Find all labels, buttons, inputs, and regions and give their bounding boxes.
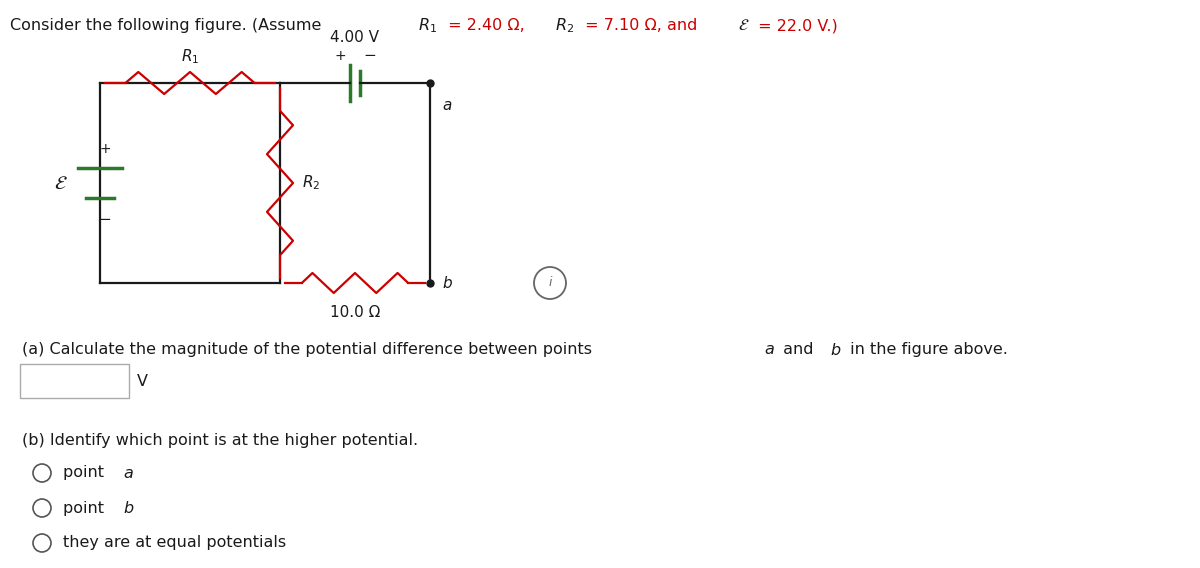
Text: −: − bbox=[364, 48, 377, 63]
Text: 10.0 Ω: 10.0 Ω bbox=[330, 305, 380, 320]
Text: and: and bbox=[778, 343, 818, 357]
Text: Consider the following figure. (Assume: Consider the following figure. (Assume bbox=[10, 19, 326, 34]
Text: = 2.40 Ω,: = 2.40 Ω, bbox=[443, 19, 530, 34]
Text: $R_2$: $R_2$ bbox=[556, 16, 574, 35]
Text: = 7.10 Ω, and: = 7.10 Ω, and bbox=[580, 19, 702, 34]
FancyBboxPatch shape bbox=[20, 364, 130, 398]
Text: +: + bbox=[334, 49, 346, 63]
Text: 4.00 V: 4.00 V bbox=[330, 30, 379, 45]
Text: $R_1$: $R_1$ bbox=[181, 47, 199, 66]
Text: $b$: $b$ bbox=[442, 275, 452, 291]
Text: point: point bbox=[64, 500, 109, 516]
Text: $\mathcal{E}$: $\mathcal{E}$ bbox=[54, 173, 68, 193]
Text: $R_1$: $R_1$ bbox=[419, 16, 438, 35]
Text: $R_2$: $R_2$ bbox=[302, 174, 320, 193]
Text: = 22.0 V.): = 22.0 V.) bbox=[752, 19, 838, 34]
Text: $a$: $a$ bbox=[122, 466, 133, 481]
Text: −: − bbox=[98, 212, 112, 227]
Text: $b$: $b$ bbox=[830, 342, 841, 358]
Text: they are at equal potentials: they are at equal potentials bbox=[64, 536, 286, 550]
Text: $a$: $a$ bbox=[764, 343, 775, 357]
Text: $b$: $b$ bbox=[122, 500, 134, 516]
Text: i: i bbox=[548, 277, 552, 290]
Text: (b) Identify which point is at the higher potential.: (b) Identify which point is at the highe… bbox=[22, 432, 418, 448]
Text: $\mathcal{E}$: $\mathcal{E}$ bbox=[738, 19, 749, 34]
Text: point: point bbox=[64, 466, 109, 481]
Text: (a) Calculate the magnitude of the potential difference between points: (a) Calculate the magnitude of the poten… bbox=[22, 343, 598, 357]
Text: V: V bbox=[137, 374, 148, 389]
Text: in the figure above.: in the figure above. bbox=[845, 343, 1008, 357]
Text: $a$: $a$ bbox=[442, 98, 452, 113]
Text: +: + bbox=[100, 142, 110, 156]
